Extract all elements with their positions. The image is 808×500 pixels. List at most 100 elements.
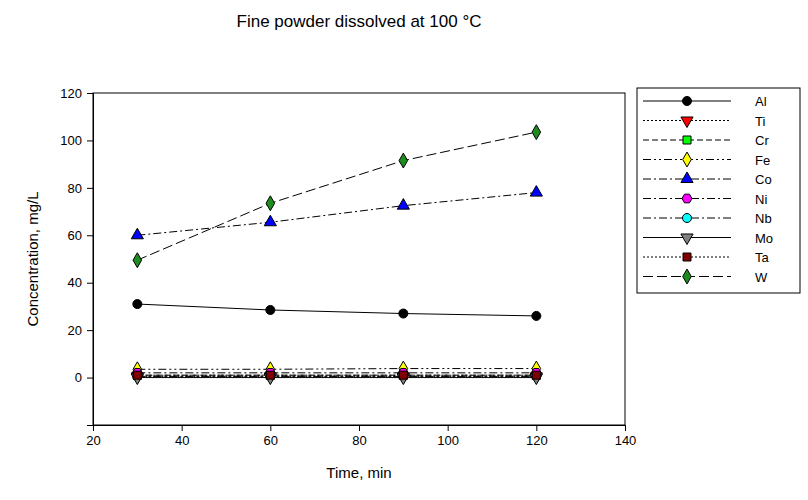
x-axis-line (94, 426, 626, 432)
x-axis-title: Time, min (326, 464, 391, 481)
x-tick: 140 (615, 425, 637, 448)
x-tick-label: 60 (264, 433, 278, 448)
legend-label: Ti (755, 114, 765, 129)
legend-marker (683, 269, 692, 284)
series-marker (131, 228, 143, 239)
series-line (137, 132, 536, 260)
series-marker (530, 186, 542, 197)
y-tick-label: 80 (68, 181, 82, 196)
series-line (137, 376, 536, 377)
x-tick: 100 (437, 425, 459, 448)
x-tick-label: 40 (175, 433, 189, 448)
series-marker (133, 253, 142, 268)
y-tick-mark (87, 93, 93, 94)
legend-label: Ni (755, 192, 767, 207)
x-tick: 120 (526, 425, 548, 448)
x-tick: 80 (352, 425, 366, 448)
series-marker (133, 371, 141, 379)
series-marker (532, 311, 541, 320)
series-line (137, 372, 536, 373)
x-tick-mark (536, 425, 537, 431)
legend-label: Ta (755, 250, 770, 265)
series-marker (532, 125, 541, 140)
y-tick: 80 (68, 181, 93, 196)
series-marker (399, 371, 407, 379)
series-line (137, 375, 536, 376)
series-marker (266, 371, 274, 379)
x-tick-mark (625, 425, 626, 431)
series-marker (133, 372, 142, 381)
y-tick-mark (87, 378, 93, 379)
legend-label: Fe (755, 153, 770, 168)
y-tick-mark (87, 188, 93, 189)
y-tick-mark (87, 140, 93, 141)
y-axis-line (87, 94, 94, 426)
series-marker (399, 153, 408, 168)
legend-box (637, 88, 800, 293)
y-tick-mark (87, 330, 93, 331)
series-marker (532, 371, 540, 379)
legend-marker (682, 213, 691, 222)
y-axis: 0 20 40 60 80 100 120 (60, 86, 93, 426)
legend-label: Nb (755, 211, 772, 226)
series-marker (266, 305, 275, 314)
series-marker (397, 199, 409, 210)
series-line (137, 377, 536, 378)
x-tick-mark (359, 425, 360, 431)
x-tick: 60 (264, 425, 278, 448)
legend-label: Al (755, 94, 767, 109)
y-tick-label: 60 (68, 228, 82, 243)
series-line (137, 368, 536, 370)
legend-marker (681, 172, 693, 183)
legend-label: Co (755, 172, 772, 187)
y-tick: 20 (68, 323, 93, 338)
x-tick-mark (448, 425, 449, 431)
series-marker (264, 215, 276, 226)
series-marker (532, 372, 541, 381)
x-tick: 40 (175, 425, 189, 448)
series-marker (133, 371, 141, 379)
series-marker (133, 300, 142, 309)
y-tick: 100 (60, 133, 93, 148)
series-marker (399, 371, 407, 379)
series-line (137, 193, 536, 236)
x-axis: 20 40 60 80 100 120 140 (86, 425, 636, 448)
legend-label: Cr (755, 133, 769, 148)
legend-label: Mo (755, 231, 773, 246)
x-tick-label: 100 (437, 433, 459, 448)
x-tick-label: 80 (352, 433, 366, 448)
x-tick: 20 (86, 425, 100, 448)
legend-marker (681, 117, 693, 128)
plot-frame (93, 93, 625, 425)
legend-marker (682, 96, 691, 105)
series-line (137, 376, 536, 377)
series-marker (399, 309, 408, 318)
x-tick-label: 20 (86, 433, 100, 448)
series-line (137, 304, 536, 316)
y-tick-label: 0 (75, 370, 82, 385)
plot-area (131, 125, 542, 385)
y-tick-mark (87, 235, 93, 236)
series-marker (266, 372, 275, 381)
y-tick: 120 (60, 86, 93, 101)
y-tick: 60 (68, 228, 93, 243)
x-tick-mark (270, 425, 271, 431)
series-marker (532, 371, 540, 379)
x-tick-label: 140 (615, 433, 637, 448)
series-line (137, 375, 536, 376)
legend-marker (681, 234, 693, 245)
x-tick-label: 120 (526, 433, 548, 448)
legend-marker (682, 194, 692, 203)
y-axis-title: Concentration, mg/L (24, 191, 41, 326)
title: Fine powder dissolved at 100 °C (237, 12, 482, 31)
y-tick: 0 (75, 370, 93, 385)
chart: Fine powder dissolved at 100 °C 20 40 60 80 1… (0, 0, 808, 500)
series-marker (266, 196, 275, 211)
legend-marker (683, 253, 691, 261)
y-tick-label: 100 (60, 133, 82, 148)
y-tick-mark (87, 283, 93, 284)
legend-marker (683, 152, 692, 167)
y-tick: 40 (68, 275, 93, 290)
y-tick-label: 120 (60, 86, 82, 101)
y-tick-label: 40 (68, 275, 82, 290)
